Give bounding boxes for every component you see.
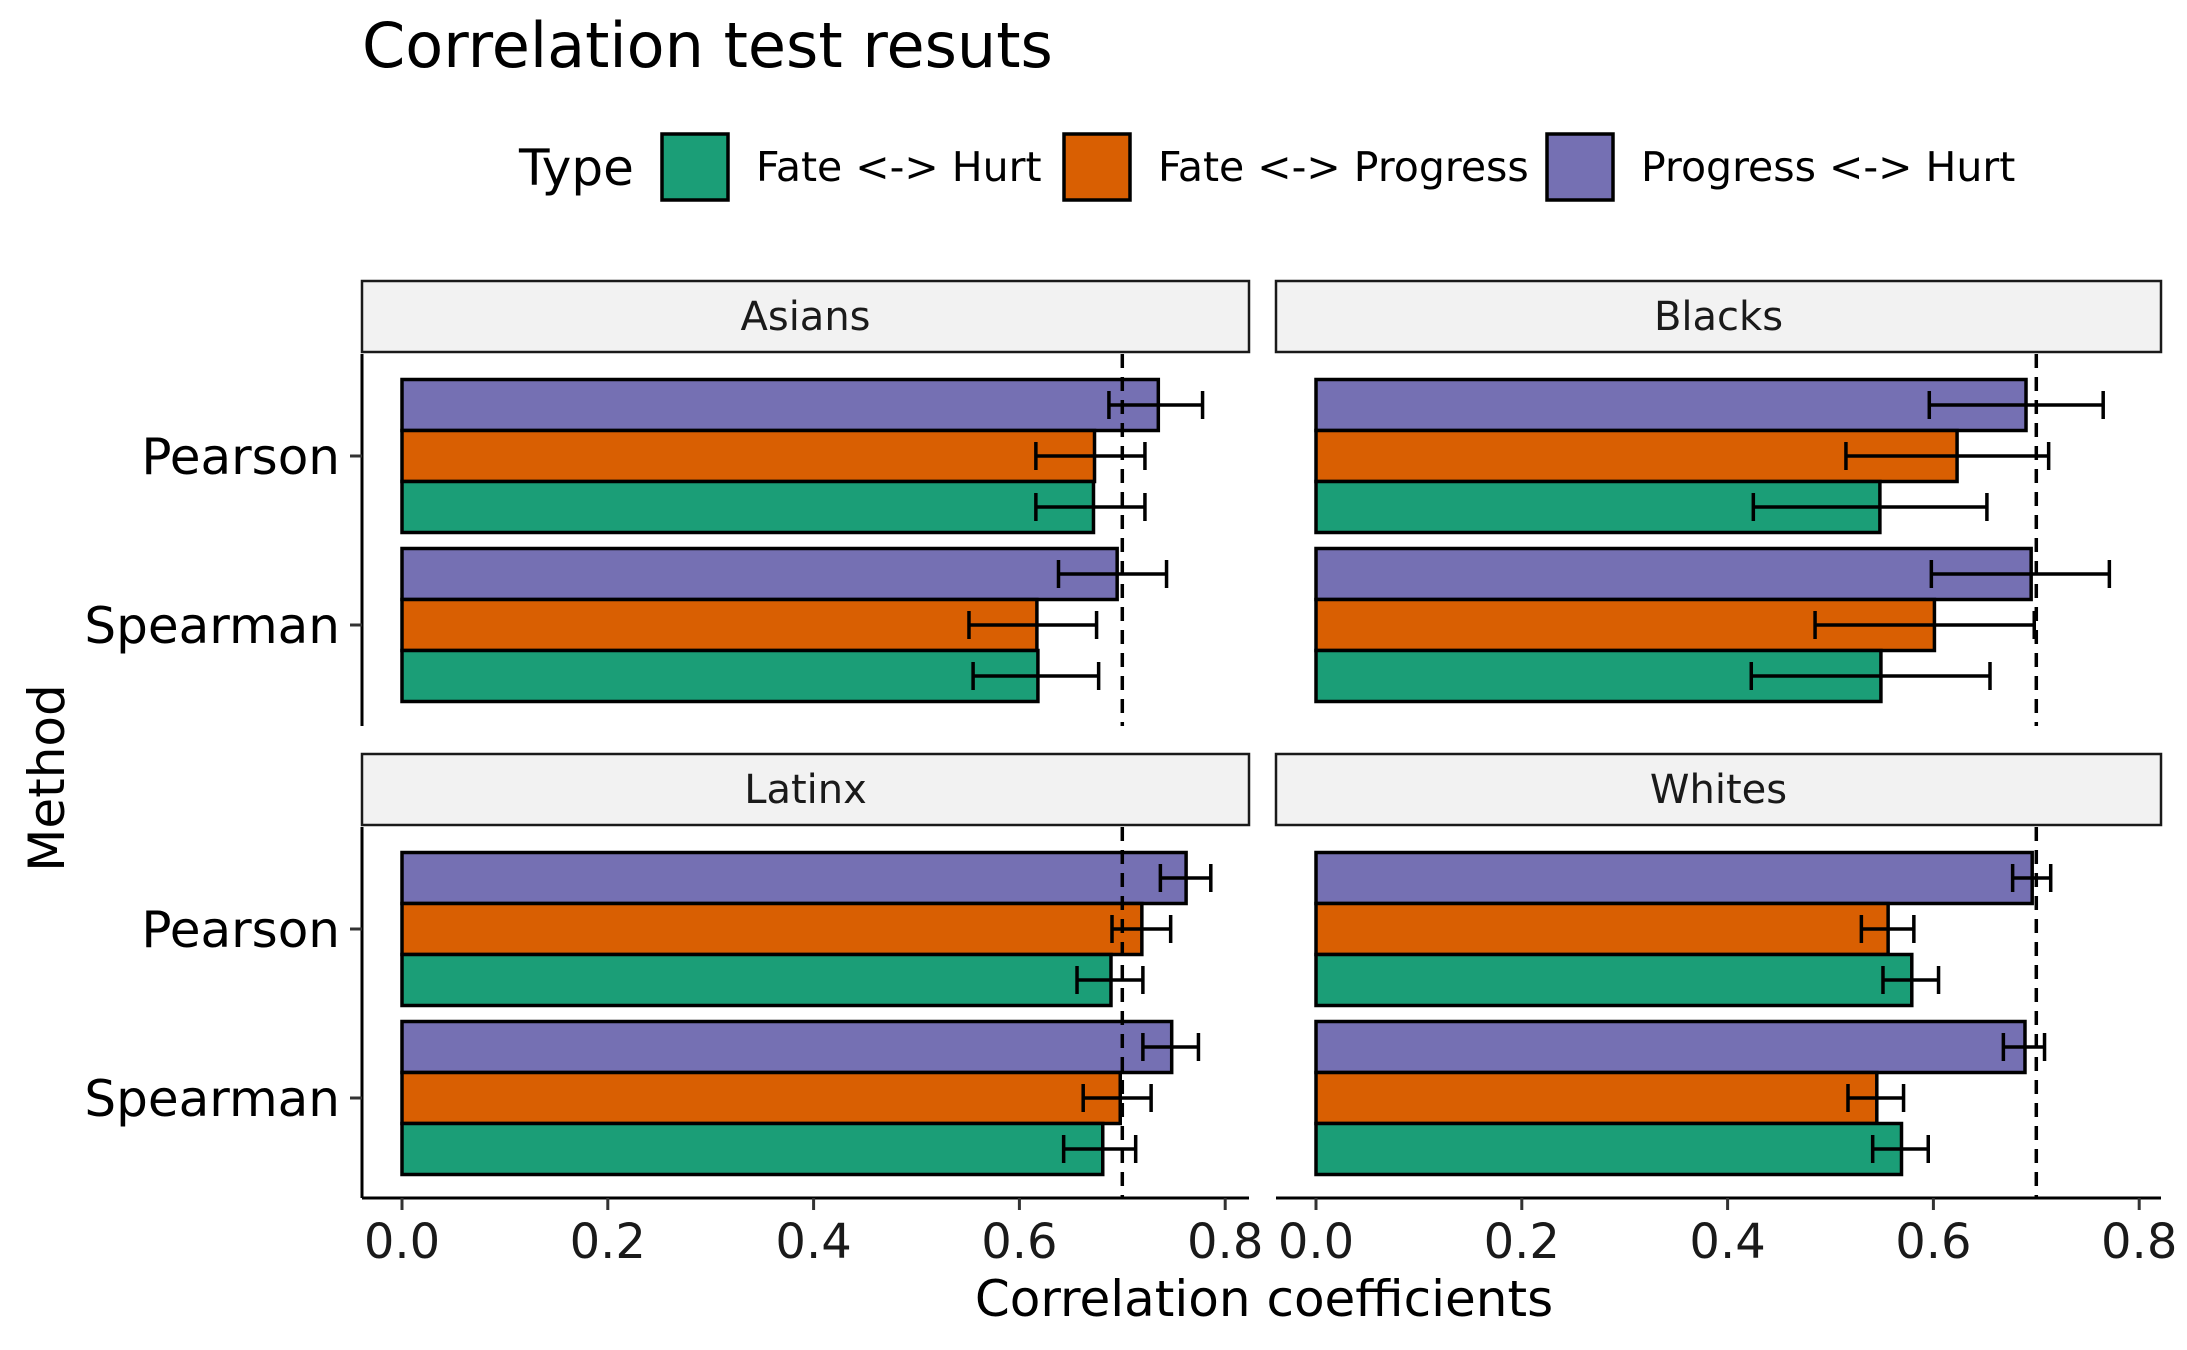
x-tick-label: 0.6 xyxy=(981,1214,1057,1270)
x-tick-label: 0.0 xyxy=(364,1214,440,1270)
error-bar-asians-pearson-fate-hurt xyxy=(1034,493,1147,521)
x-tick-label: 0.4 xyxy=(775,1214,851,1270)
error-bar-whites-pearson-progress-hurt xyxy=(2010,864,2053,892)
bar-whites-spearman-fate-hurt xyxy=(1314,1121,1904,1177)
x-tick-label: 0.8 xyxy=(1187,1214,1263,1270)
facet-strip xyxy=(360,752,1251,827)
error-bar-blacks-pearson-fate-progress xyxy=(1844,442,2051,470)
error-bar-blacks-spearman-progress-hurt xyxy=(1929,560,2112,588)
legend-swatch-progress-hurt xyxy=(1545,132,1615,202)
x-tick-label: 0.6 xyxy=(1895,1214,1971,1270)
error-bar-blacks-pearson-fate-hurt xyxy=(1751,493,1989,521)
bar-asians-spearman-progress-hurt xyxy=(400,546,1119,602)
facet-label: Blacks xyxy=(1654,294,1783,340)
error-bar-blacks-spearman-fate-hurt xyxy=(1749,662,1992,690)
x-tick-label: 0.2 xyxy=(1484,1214,1560,1270)
facet-label: Latinx xyxy=(744,767,867,813)
bar-blacks-spearman-progress-hurt xyxy=(1314,546,2033,602)
legend-title: Type xyxy=(518,139,634,197)
legend: Type Fate <-> Hurt Fate <-> Progress Progr… xyxy=(518,132,2015,202)
bar-asians-pearson-progress-hurt xyxy=(400,377,1161,433)
error-bar-latinx-pearson-fate-hurt xyxy=(1075,966,1145,994)
legend-label-fate-progress: Fate <-> Progress xyxy=(1158,143,1529,191)
y-tick-label-spearman: Spearman xyxy=(84,597,340,655)
error-bar-whites-spearman-fate-progress xyxy=(1846,1084,1906,1112)
bar-latinx-spearman-fate-progress xyxy=(400,1070,1122,1126)
error-bar-asians-pearson-fate-progress xyxy=(1034,442,1147,470)
chart-title: Correlation test resuts xyxy=(362,9,1053,82)
panel-asians: Asians Pearson Spearman xyxy=(84,279,1251,726)
legend-label-fate-hurt: Fate <-> Hurt xyxy=(756,143,1042,191)
bar-asians-spearman-fate-hurt xyxy=(400,648,1040,704)
error-bar-asians-spearman-fate-progress xyxy=(967,611,1099,639)
legend-label-progress-hurt: Progress <-> Hurt xyxy=(1641,143,2015,191)
bar-latinx-pearson-progress-hurt xyxy=(400,850,1188,906)
bar-latinx-pearson-fate-hurt xyxy=(400,952,1113,1008)
error-bar-whites-spearman-fate-hurt xyxy=(1870,1135,1931,1163)
bar-asians-spearman-fate-progress xyxy=(400,597,1039,653)
legend-swatch-fate-hurt xyxy=(660,132,730,202)
error-bar-blacks-pearson-progress-hurt xyxy=(1927,391,2105,419)
panel-blacks: Blacks xyxy=(1274,279,2163,726)
error-bar-asians-spearman-fate-hurt xyxy=(971,662,1101,690)
facet-strip xyxy=(360,279,1251,354)
bar-asians-pearson-fate-hurt xyxy=(400,479,1096,535)
x-tick-label: 0.2 xyxy=(570,1214,646,1270)
error-bar-latinx-spearman-fate-progress xyxy=(1081,1084,1153,1112)
x-axis-label: Correlation coefficients xyxy=(975,1270,1553,1328)
error-bar-asians-pearson-progress-hurt xyxy=(1107,391,1205,419)
y-tick-label-pearson: Pearson xyxy=(141,901,340,959)
bar-latinx-spearman-fate-hurt xyxy=(400,1121,1105,1177)
y-tick-label-spearman: Spearman xyxy=(84,1070,340,1128)
bar-blacks-pearson-progress-hurt xyxy=(1314,377,2028,433)
facet-label: Asians xyxy=(740,294,870,340)
bar-whites-spearman-fate-progress xyxy=(1314,1070,1879,1126)
error-bar-asians-spearman-progress-hurt xyxy=(1056,560,1169,588)
x-tick-label: 0.0 xyxy=(1278,1214,1354,1270)
bar-whites-spearman-progress-hurt xyxy=(1314,1019,2027,1075)
error-bar-blacks-spearman-fate-progress xyxy=(1813,611,2036,639)
x-tick-label: 0.4 xyxy=(1689,1214,1765,1270)
bar-latinx-pearson-fate-progress xyxy=(400,901,1144,957)
facet-strip xyxy=(1274,279,2163,354)
bar-whites-pearson-progress-hurt xyxy=(1314,850,2034,906)
error-bar-whites-pearson-fate-hurt xyxy=(1881,966,1941,994)
error-bar-whites-pearson-fate-progress xyxy=(1859,915,1916,943)
facet-strip xyxy=(1274,752,2163,827)
x-tick-label: 0.8 xyxy=(2101,1214,2177,1270)
bar-latinx-spearman-progress-hurt xyxy=(400,1019,1174,1075)
panel-whites: Whites 0.0 0.2 0.4 0.6 0.8 xyxy=(1274,752,2177,1270)
bar-asians-pearson-fate-progress xyxy=(400,428,1097,484)
error-bar-latinx-spearman-progress-hurt xyxy=(1141,1033,1201,1061)
facet-label: Whites xyxy=(1650,767,1787,813)
bar-whites-pearson-fate-progress xyxy=(1314,901,1890,957)
y-tick-label-pearson: Pearson xyxy=(141,428,340,486)
error-bar-latinx-pearson-progress-hurt xyxy=(1158,864,1213,892)
legend-swatch-fate-progress xyxy=(1062,132,1132,202)
panel-latinx: Latinx Pearson Spearman 0.0 0.2 0.4 0.6 0.8 xyxy=(84,752,1263,1270)
bar-whites-pearson-fate-hurt xyxy=(1314,952,1914,1008)
y-axis-label: Method xyxy=(18,684,76,872)
